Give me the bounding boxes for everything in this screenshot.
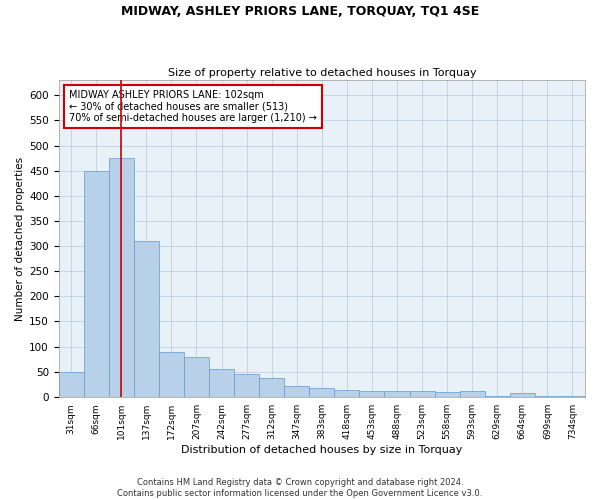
Bar bbox=[485, 396, 510, 397]
Bar bbox=[259, 378, 284, 397]
Text: Contains HM Land Registry data © Crown copyright and database right 2024.
Contai: Contains HM Land Registry data © Crown c… bbox=[118, 478, 482, 498]
Bar bbox=[59, 372, 84, 397]
Bar bbox=[560, 396, 585, 397]
Bar bbox=[410, 392, 434, 397]
Bar bbox=[309, 388, 334, 397]
Bar bbox=[109, 158, 134, 397]
X-axis label: Distribution of detached houses by size in Torquay: Distribution of detached houses by size … bbox=[181, 445, 463, 455]
Bar bbox=[209, 369, 234, 397]
Bar bbox=[284, 386, 309, 397]
Bar bbox=[535, 396, 560, 397]
Title: Size of property relative to detached houses in Torquay: Size of property relative to detached ho… bbox=[167, 68, 476, 78]
Bar bbox=[460, 391, 485, 397]
Bar bbox=[134, 241, 159, 397]
Bar bbox=[385, 391, 410, 397]
Text: MIDWAY ASHLEY PRIORS LANE: 102sqm
← 30% of detached houses are smaller (513)
70%: MIDWAY ASHLEY PRIORS LANE: 102sqm ← 30% … bbox=[69, 90, 317, 123]
Bar bbox=[234, 374, 259, 397]
Bar bbox=[184, 356, 209, 397]
Y-axis label: Number of detached properties: Number of detached properties bbox=[15, 156, 25, 320]
Bar bbox=[334, 390, 359, 397]
Bar bbox=[434, 392, 460, 397]
Bar bbox=[84, 170, 109, 397]
Bar bbox=[359, 391, 385, 397]
Bar bbox=[510, 393, 535, 397]
Text: MIDWAY, ASHLEY PRIORS LANE, TORQUAY, TQ1 4SE: MIDWAY, ASHLEY PRIORS LANE, TORQUAY, TQ1… bbox=[121, 5, 479, 18]
Bar bbox=[159, 352, 184, 397]
